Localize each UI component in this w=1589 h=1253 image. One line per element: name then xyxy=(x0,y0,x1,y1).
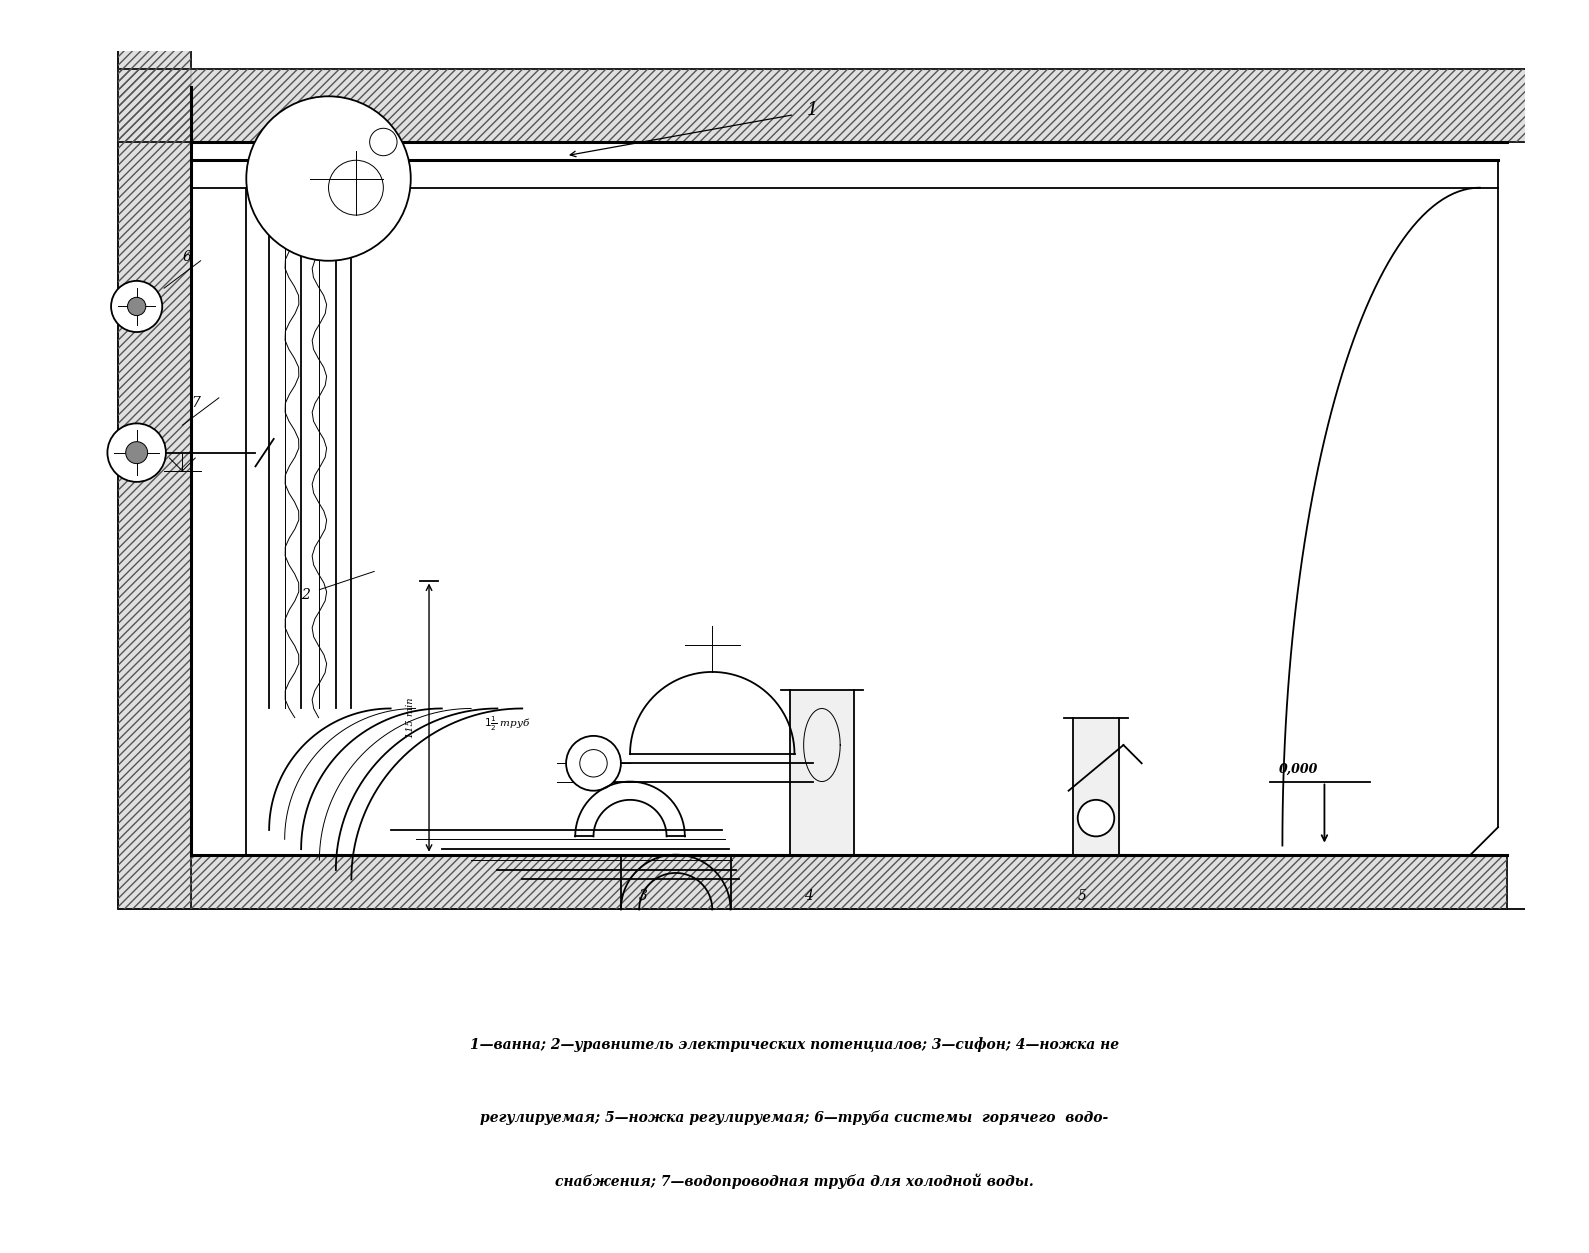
Text: снабжения; 7—водопроводная труба для холодной воды.: снабжения; 7—водопроводная труба для хол… xyxy=(555,1174,1034,1189)
Bar xyxy=(192,855,1508,910)
Text: 1—ванна; 2—уравнитель электрических потенциалов; 3—сифон; 4—ножка не: 1—ванна; 2—уравнитель электрических поте… xyxy=(470,1037,1119,1053)
Text: 0,000: 0,000 xyxy=(1279,762,1319,776)
Circle shape xyxy=(1077,799,1114,837)
Circle shape xyxy=(111,281,162,332)
Bar xyxy=(119,69,1589,142)
Text: 4: 4 xyxy=(804,890,812,903)
Text: $1\frac{1}{2}$ труб: $1\frac{1}{2}$ труб xyxy=(485,714,531,733)
Circle shape xyxy=(566,736,621,791)
Circle shape xyxy=(108,424,165,482)
Text: 2: 2 xyxy=(302,588,310,601)
Bar xyxy=(119,33,192,910)
Text: 5: 5 xyxy=(1077,890,1087,903)
Bar xyxy=(192,855,1508,910)
Circle shape xyxy=(126,441,148,464)
Circle shape xyxy=(127,297,146,316)
Bar xyxy=(119,33,192,910)
Text: 115 min: 115 min xyxy=(407,698,415,738)
Text: 3: 3 xyxy=(639,890,648,903)
Text: 7: 7 xyxy=(192,396,200,410)
Text: регулируемая; 5—ножка регулируемая; 6—труба системы  горячего  водо-: регулируемая; 5—ножка регулируемая; 6—тр… xyxy=(480,1110,1109,1124)
Text: 6: 6 xyxy=(183,249,191,264)
Text: 1: 1 xyxy=(807,100,818,119)
Circle shape xyxy=(246,96,410,261)
Bar xyxy=(119,69,1589,142)
